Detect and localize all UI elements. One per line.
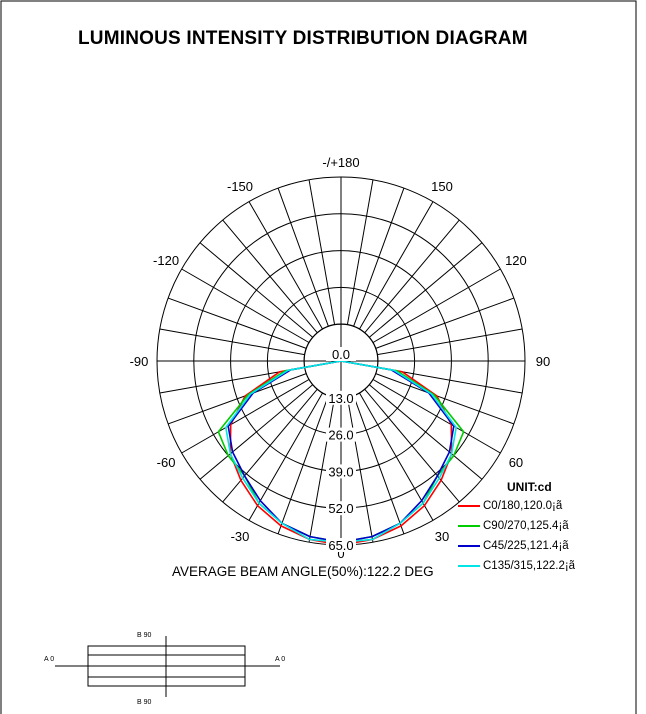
legend-label-2: C45/225,121.4¡ã xyxy=(483,540,569,552)
angle-tick-label-6: 90 xyxy=(536,354,550,369)
radial-label-bg-1 xyxy=(326,390,356,405)
grid-spoke-340 xyxy=(277,395,329,535)
grid-spoke-350 xyxy=(308,397,336,543)
radial-tick-label-5: 65.0 xyxy=(328,538,353,553)
angle-tick-layer: -/+180 -150 150 -120 120 -90 90 -60 60 -30 30 0 xyxy=(130,155,551,561)
grid-spoke-210 xyxy=(248,201,323,330)
grid-spoke-20 xyxy=(353,395,405,535)
grid-spoke-250 xyxy=(167,297,307,349)
grid-spoke-10 xyxy=(346,397,374,543)
grid-spoke-40 xyxy=(364,389,460,503)
radial-tick-label-4: 52.0 xyxy=(328,501,353,516)
grid-spoke-190 xyxy=(308,179,336,325)
angle-tick-label-0: -/+180 xyxy=(322,155,359,170)
grid-spoke-140 xyxy=(364,219,460,333)
grid-spoke-110 xyxy=(375,297,515,349)
radial-label-bg-2 xyxy=(326,427,356,442)
grid-spoke-150 xyxy=(359,201,434,330)
legend-item-2: C45/225,121.4¡ã xyxy=(458,540,569,552)
radial-tick-label-0: 0.0 xyxy=(332,347,350,362)
grid-spoke-230 xyxy=(199,242,313,338)
legend-swatch-0 xyxy=(458,505,480,507)
luminaire-drawing: B 90 B 90 A 0 A 0 xyxy=(44,632,285,706)
radial-label-bg-5 xyxy=(326,538,356,552)
radial-tick-layer: 0.0 13.0 26.0 39.0 52.0 65.0 xyxy=(326,347,356,553)
grid-spoke-320 xyxy=(222,389,318,503)
drawing-right-label: A 0 xyxy=(275,656,285,663)
radial-tick-label-1: 13.0 xyxy=(328,391,353,406)
angle-tick-label-9: -30 xyxy=(231,529,250,544)
drawing-bottom-label: B 90 xyxy=(137,699,152,706)
legend-swatch-2 xyxy=(458,545,480,547)
grid-spoke-200 xyxy=(277,187,329,327)
radial-tick-label-3: 39.0 xyxy=(328,464,353,479)
grid-spoke-240 xyxy=(181,268,310,343)
grid-spoke-160 xyxy=(353,187,405,327)
diagram-title: LUMINOUS INTENSITY DISTRIBUTION DIAGRAM xyxy=(78,28,528,49)
drawing-left-label: A 0 xyxy=(44,656,54,663)
grid-spoke-100 xyxy=(377,328,523,356)
grid-spoke-260 xyxy=(159,328,305,356)
grid-spoke-310 xyxy=(199,384,313,480)
legend-item-1: C90/270,125.4¡ã xyxy=(458,520,569,532)
beam-angle-text: AVERAGE BEAM ANGLE(50%):122.2 DEG xyxy=(172,564,434,579)
radial-label-bg-4 xyxy=(326,501,356,516)
legend-label-3: C135/315,122.2¡ã xyxy=(483,560,576,572)
legend-label-1: C90/270,125.4¡ã xyxy=(483,520,569,532)
angle-tick-label-2: 150 xyxy=(431,179,453,194)
angle-tick-label-10: 30 xyxy=(435,529,449,544)
angle-tick-label-8: 60 xyxy=(509,455,523,470)
angle-tick-label-11: 0 xyxy=(337,546,344,561)
grid-spoke-130 xyxy=(369,242,483,338)
radial-tick-label-2: 26.0 xyxy=(328,428,353,443)
grid-spoke-50 xyxy=(369,384,483,480)
radial-label-bg-3 xyxy=(326,464,356,479)
legend-swatch-3 xyxy=(458,565,480,567)
legend-item-3: C135/315,122.2¡ã xyxy=(458,560,575,572)
legend-item-0: C0/180,120.0¡ã xyxy=(458,500,562,512)
radial-label-bg-0 xyxy=(326,347,356,361)
grid-spoke-330 xyxy=(248,392,323,521)
grid-spoke-300 xyxy=(181,379,310,454)
grid-spoke-120 xyxy=(372,268,501,343)
unit-label: UNIT:cd xyxy=(507,480,552,494)
grid-spoke-60 xyxy=(372,379,501,454)
grid-spoke-220 xyxy=(222,219,318,333)
angle-tick-label-7: -60 xyxy=(157,455,176,470)
grid-spoke-170 xyxy=(346,179,374,325)
angle-tick-label-4: 120 xyxy=(505,253,527,268)
angle-tick-label-5: -90 xyxy=(130,354,149,369)
grid-spoke-70 xyxy=(375,373,515,425)
grid-spoke-30 xyxy=(359,392,434,521)
legend-swatch-1 xyxy=(458,525,480,527)
angle-tick-label-1: -150 xyxy=(227,179,253,194)
angle-tick-label-3: -120 xyxy=(153,253,179,268)
legend-label-0: C0/180,120.0¡ã xyxy=(483,500,563,512)
grid-spoke-290 xyxy=(167,373,307,425)
drawing-top-label: B 90 xyxy=(137,632,152,639)
